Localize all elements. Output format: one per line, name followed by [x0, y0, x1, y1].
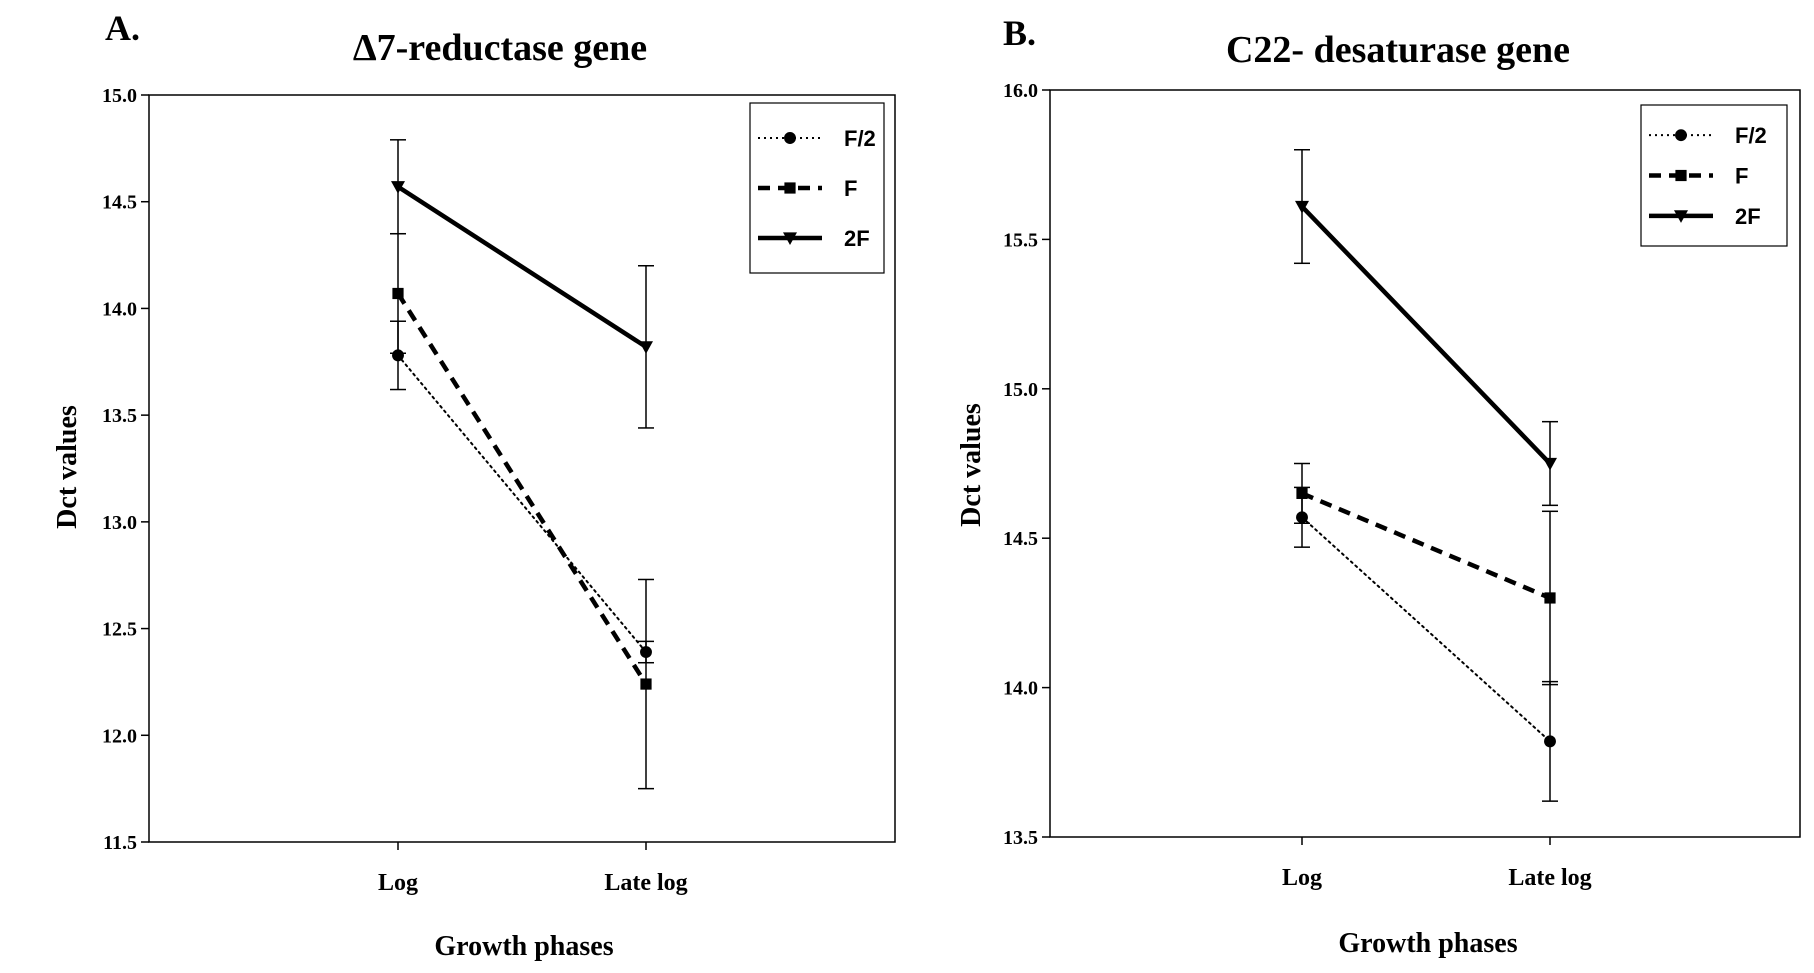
- series-line-f: [396, 292, 648, 686]
- data-point: [1544, 592, 1556, 604]
- legend-marker: [1674, 210, 1688, 223]
- data-point: [1296, 487, 1308, 499]
- data-point: [1543, 457, 1557, 471]
- series-layer: [1294, 149, 1558, 802]
- y-tick-label: 13.0: [102, 512, 137, 534]
- y-tick-label: 14.5: [102, 192, 137, 214]
- x-axis-label: Growth phases: [1338, 928, 1517, 959]
- y-tick-label: 12.0: [102, 725, 137, 747]
- data-point: [640, 678, 652, 690]
- y-tick-label: 13.5: [102, 405, 137, 427]
- series-line-2f: [1300, 204, 1552, 466]
- y-axis-ticks: 13.5 14.0 14.5 15.0 15.5 16.0: [1003, 80, 1050, 849]
- y-tick-label: 14.0: [102, 298, 137, 320]
- legend-label: 2F: [844, 226, 870, 251]
- legend: F/2 F 2F: [749, 102, 885, 274]
- panel-letter: B.: [1003, 13, 1036, 53]
- x-tick-label: Log: [378, 870, 418, 896]
- legend-box: [1640, 104, 1788, 247]
- legend-marker: [784, 132, 796, 144]
- y-tick-label: 16.0: [1003, 80, 1038, 102]
- panel-letter: A.: [105, 8, 140, 48]
- legend-label: F: [1735, 164, 1748, 189]
- x-tick-label: Late log: [1508, 865, 1591, 891]
- chart-title: Δ7-reductase gene: [353, 27, 647, 69]
- series-line-f2: [397, 354, 647, 654]
- chart-title: C22- desaturase gene: [1226, 29, 1570, 71]
- data-point: [392, 349, 404, 362]
- y-axis-label: Dct values: [52, 405, 83, 529]
- data-point: [639, 341, 653, 354]
- legend-label: F/2: [844, 126, 876, 151]
- series-line-2f: [396, 184, 648, 349]
- legend-label: F: [844, 176, 857, 201]
- plot-frame: [148, 94, 896, 843]
- series-line-f2: [1301, 516, 1551, 743]
- legend-box: [749, 102, 885, 274]
- legend-marker: [783, 232, 797, 245]
- x-tick-label: Log: [1282, 865, 1322, 891]
- data-point: [391, 181, 405, 194]
- y-axis-ticks: 11.5 12.0 12.5 13.0 13.5 14.0 14.5 15.0: [102, 85, 149, 854]
- legend-label: F/2: [1735, 123, 1767, 148]
- y-tick-label: 14.5: [1003, 528, 1038, 550]
- legend-marker: [1675, 129, 1687, 142]
- y-tick-label: 15.0: [102, 85, 137, 107]
- series-line-f: [1301, 491, 1551, 601]
- legend-marker: [784, 182, 796, 194]
- chart-panel-a: A. Δ7-reductase gene Dct values Growth p…: [52, 8, 896, 962]
- data-point: [1544, 735, 1556, 748]
- legend: F/2 F 2F: [1640, 104, 1788, 247]
- plot-frame: [1049, 89, 1801, 838]
- chart-panel-b: B. C22- desaturase gene Dct values Growt…: [956, 13, 1801, 959]
- data-point: [392, 287, 404, 300]
- y-tick-label: 13.5: [1003, 827, 1038, 849]
- y-tick-label: 14.0: [1003, 678, 1038, 700]
- legend-label: 2F: [1735, 204, 1761, 229]
- y-axis-label: Dct values: [956, 403, 987, 527]
- x-axis-label: Growth phases: [434, 931, 613, 962]
- y-tick-label: 15.0: [1003, 379, 1038, 401]
- data-point: [1295, 200, 1309, 214]
- x-tick-label: Late log: [604, 870, 687, 896]
- y-tick-label: 15.5: [1003, 229, 1038, 251]
- legend-marker: [1675, 169, 1687, 182]
- y-tick-label: 12.5: [102, 619, 137, 641]
- series-layer: [390, 139, 654, 790]
- x-axis-ticks: Log Late log: [378, 842, 688, 896]
- x-axis-ticks: Log Late log: [1282, 837, 1592, 891]
- y-tick-label: 11.5: [103, 832, 137, 854]
